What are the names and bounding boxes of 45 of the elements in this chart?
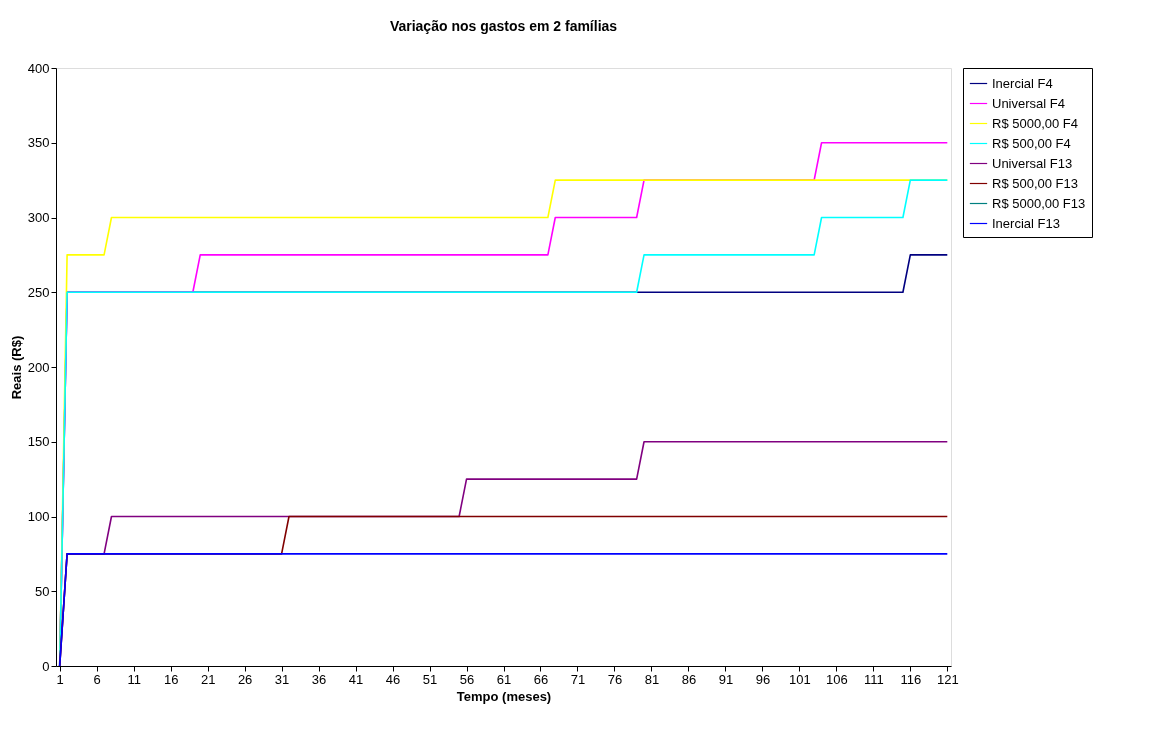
y-tick-label: 250 <box>27 284 50 300</box>
x-tick-label: 81 <box>644 671 660 687</box>
legend-label: Inercial F13 <box>992 215 1060 231</box>
x-tick-label: 11 <box>127 671 141 687</box>
x-tick-label: 46 <box>385 671 401 687</box>
x-tick-label: 86 <box>681 671 697 687</box>
x-tick-label: 56 <box>459 671 475 687</box>
x-tick-label: 96 <box>755 671 771 687</box>
x-tick-label: 91 <box>718 671 734 687</box>
y-tick-label: 0 <box>42 658 50 674</box>
x-tick-label: 41 <box>348 671 364 687</box>
chart-title: Variação nos gastos em 2 famílias <box>389 18 618 34</box>
x-tick-label: 111 <box>863 671 884 687</box>
x-tick-label: 121 <box>936 671 959 687</box>
x-tick-label: 66 <box>533 671 549 687</box>
x-tick-label: 71 <box>570 671 586 687</box>
y-tick-label: 150 <box>27 434 50 450</box>
legend-label: R$ 5000,00 F4 <box>992 115 1079 131</box>
x-tick-label: 36 <box>311 671 327 687</box>
x-tick-label: 76 <box>607 671 623 687</box>
x-tick-label: 51 <box>422 671 438 687</box>
y-tick-label: 50 <box>35 583 50 599</box>
y-tick-label: 200 <box>27 359 50 375</box>
legend-label: Universal F4 <box>992 95 1065 111</box>
y-tick-label: 300 <box>27 210 50 225</box>
y-tick-label: 100 <box>27 509 50 524</box>
x-axis-title: Tempo (meses) <box>456 688 552 704</box>
x-tick-label: 61 <box>496 671 512 687</box>
x-tick-label: 6 <box>93 671 101 687</box>
x-tick-label: 21 <box>200 671 216 687</box>
x-tick-label: 101 <box>789 671 811 687</box>
x-tick-label: 106 <box>826 671 848 687</box>
y-tick-label: 350 <box>27 135 50 151</box>
x-tick-label: 116 <box>900 671 922 687</box>
legend-label: Universal F13 <box>992 155 1073 171</box>
x-tick-label: 1 <box>56 671 64 687</box>
y-axis-title: Reais (R$) <box>8 335 24 400</box>
legend-label: R$ 500,00 F13 <box>992 175 1079 191</box>
x-tick-label: 16 <box>163 671 179 687</box>
legend-label: Inercial F4 <box>992 75 1053 91</box>
x-tick-label: 31 <box>274 671 290 687</box>
legend-label: R$ 5000,00 F13 <box>992 195 1086 211</box>
legend-label: R$ 500,00 F4 <box>992 135 1071 151</box>
y-tick-label: 400 <box>27 60 50 76</box>
x-tick-label: 26 <box>237 671 253 687</box>
